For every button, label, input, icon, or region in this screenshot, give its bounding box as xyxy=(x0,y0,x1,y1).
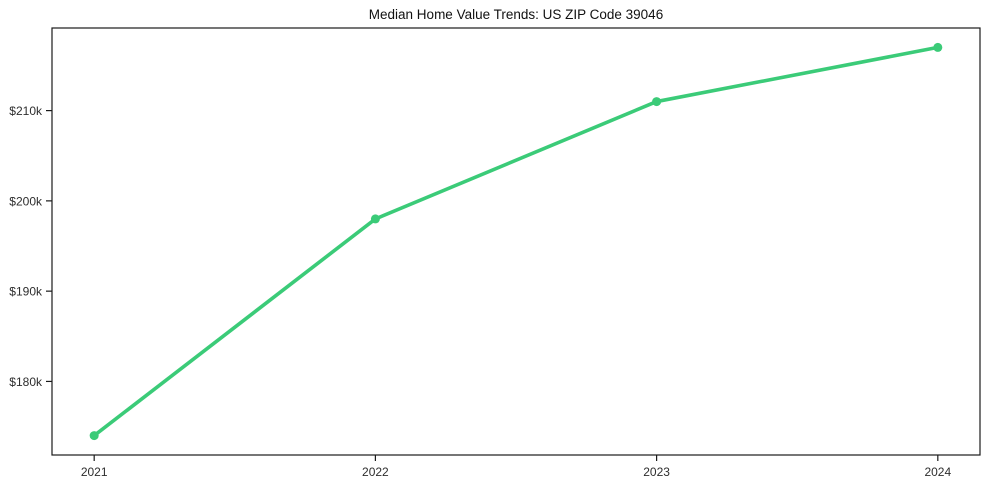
x-tick-label: 2021 xyxy=(81,465,108,479)
data-point-marker xyxy=(652,97,662,107)
y-tick-label: $190k xyxy=(9,285,43,299)
series-line xyxy=(92,45,940,438)
y-tick-label: $200k xyxy=(9,194,43,208)
y-tick-label: $180k xyxy=(9,375,43,389)
data-point-marker xyxy=(370,214,380,224)
y-tick-label: $210k xyxy=(9,104,43,118)
data-point-marker xyxy=(89,431,99,441)
x-tick-label: 2022 xyxy=(362,465,389,479)
x-tick-label: 2023 xyxy=(643,465,670,479)
plot-frame xyxy=(51,27,981,456)
data-point-marker xyxy=(933,42,943,52)
chart-title: Median Home Value Trends: US ZIP Code 39… xyxy=(368,7,664,22)
x-tick-label: 2024 xyxy=(924,465,951,479)
